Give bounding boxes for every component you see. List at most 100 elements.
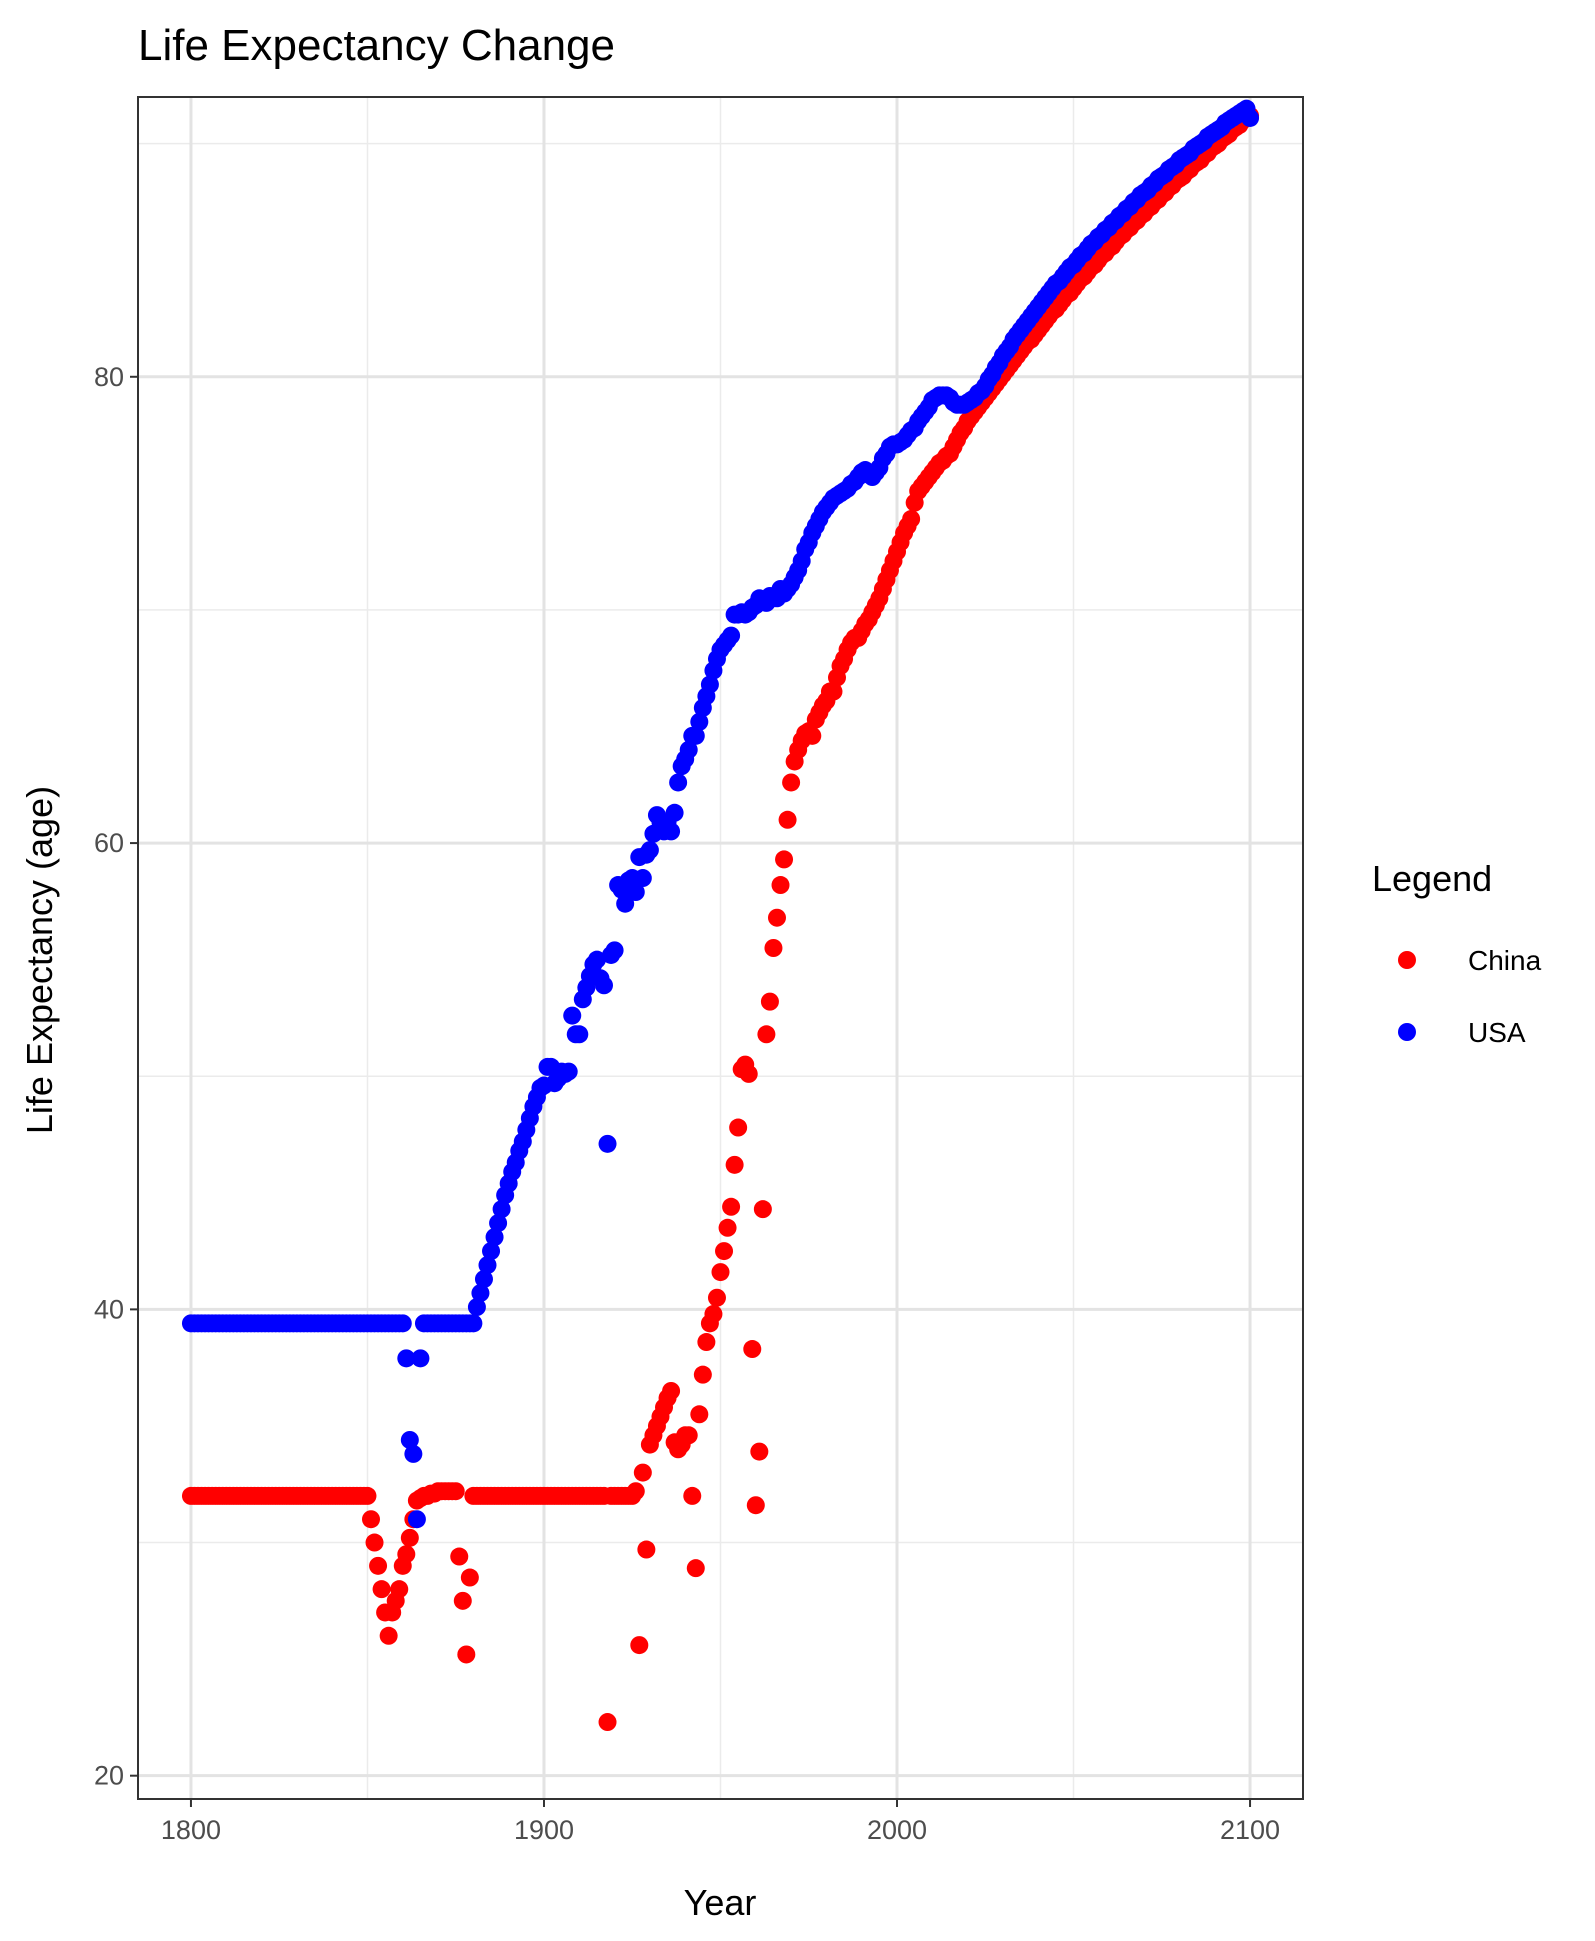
- x-axis-title: Year: [684, 1882, 757, 1923]
- point-usa: [411, 1349, 430, 1368]
- legend-key-usa: [1398, 1023, 1416, 1041]
- point-china: [757, 1025, 776, 1044]
- point-china: [803, 726, 822, 745]
- point-usa: [633, 869, 652, 888]
- point-china: [446, 1482, 465, 1501]
- point-china: [358, 1486, 377, 1505]
- point-usa: [464, 1314, 483, 1333]
- point-usa: [393, 1314, 412, 1333]
- point-china: [637, 1540, 656, 1559]
- point-china: [775, 850, 794, 869]
- point-usa: [563, 1006, 582, 1025]
- point-china: [902, 510, 921, 529]
- x-axis: 1800 1900 2000 2100: [161, 1799, 1280, 1845]
- point-usa: [686, 726, 705, 745]
- point-china: [453, 1591, 472, 1610]
- point-usa: [407, 1510, 426, 1529]
- point-china: [778, 810, 797, 829]
- point-usa: [598, 1134, 617, 1153]
- point-usa: [679, 740, 698, 759]
- point-china: [379, 1626, 398, 1645]
- point-china: [767, 908, 786, 927]
- point-china: [722, 1197, 741, 1216]
- point-china: [771, 876, 790, 895]
- point-china: [690, 1405, 709, 1424]
- point-china: [746, 1496, 765, 1515]
- point-usa: [690, 712, 709, 731]
- point-china: [711, 1263, 730, 1282]
- point-usa: [489, 1214, 508, 1233]
- legend: Legend China USA: [1372, 858, 1542, 1048]
- point-usa: [397, 1349, 416, 1368]
- y-tick-label: 40: [94, 1294, 124, 1324]
- point-china: [362, 1510, 380, 1529]
- point-usa: [570, 1025, 589, 1044]
- point-usa: [482, 1242, 501, 1261]
- chart-title: Life Expectancy Change: [138, 21, 615, 70]
- point-china: [824, 682, 843, 701]
- legend-key-china: [1398, 951, 1416, 969]
- point-china: [683, 1486, 702, 1505]
- point-usa: [616, 894, 635, 913]
- point-china: [693, 1365, 712, 1384]
- point-usa: [559, 1062, 578, 1081]
- point-china: [598, 1713, 617, 1732]
- point-usa: [665, 803, 684, 822]
- x-tick-label: 2000: [867, 1815, 927, 1845]
- point-usa: [700, 675, 719, 694]
- legend-title: Legend: [1372, 858, 1492, 899]
- y-tick-label: 80: [94, 362, 124, 392]
- point-usa: [587, 950, 606, 969]
- data-points: [181, 99, 1260, 1732]
- point-usa: [626, 883, 645, 902]
- point-china: [782, 773, 801, 792]
- point-china: [750, 1442, 769, 1461]
- point-usa: [467, 1298, 486, 1317]
- point-china: [460, 1568, 479, 1587]
- point-china: [450, 1547, 469, 1566]
- point-usa: [595, 976, 613, 995]
- y-axis: 20 40 60 80: [94, 362, 138, 1791]
- point-china: [390, 1580, 409, 1599]
- point-china: [630, 1636, 649, 1655]
- point-china: [725, 1155, 744, 1174]
- point-usa: [474, 1270, 493, 1289]
- point-china: [704, 1305, 723, 1324]
- point-china: [686, 1559, 705, 1578]
- point-china: [764, 939, 783, 957]
- point-usa: [478, 1256, 497, 1275]
- point-usa: [1241, 108, 1260, 127]
- point-china: [369, 1556, 388, 1575]
- point-usa: [485, 1228, 504, 1247]
- point-usa: [605, 941, 624, 960]
- point-china: [397, 1545, 416, 1564]
- point-china: [697, 1333, 716, 1352]
- point-china: [760, 992, 779, 1011]
- point-china: [633, 1463, 652, 1482]
- point-china: [729, 1118, 748, 1137]
- x-tick-label: 1900: [514, 1815, 574, 1845]
- x-tick-label: 1800: [161, 1815, 221, 1845]
- x-tick-label: 2100: [1220, 1815, 1280, 1845]
- point-usa: [404, 1444, 423, 1463]
- point-usa: [669, 773, 688, 792]
- point-china: [372, 1580, 391, 1599]
- point-china: [743, 1340, 762, 1359]
- legend-label-usa: USA: [1468, 1017, 1526, 1048]
- point-china: [679, 1426, 698, 1445]
- plot-panel-border: [137, 96, 1304, 1800]
- point-china: [715, 1242, 734, 1261]
- point-china: [707, 1288, 726, 1307]
- point-china: [662, 1381, 681, 1400]
- point-china: [739, 1064, 758, 1083]
- point-china: [718, 1218, 737, 1237]
- point-usa: [492, 1200, 511, 1219]
- y-tick-label: 60: [94, 828, 124, 858]
- point-china: [626, 1482, 645, 1501]
- point-usa: [662, 822, 681, 841]
- point-usa: [471, 1284, 490, 1303]
- legend-label-china: China: [1468, 945, 1542, 976]
- point-china: [457, 1645, 476, 1664]
- point-usa: [722, 626, 741, 645]
- y-axis-title: Life Expectancy (age): [19, 786, 60, 1134]
